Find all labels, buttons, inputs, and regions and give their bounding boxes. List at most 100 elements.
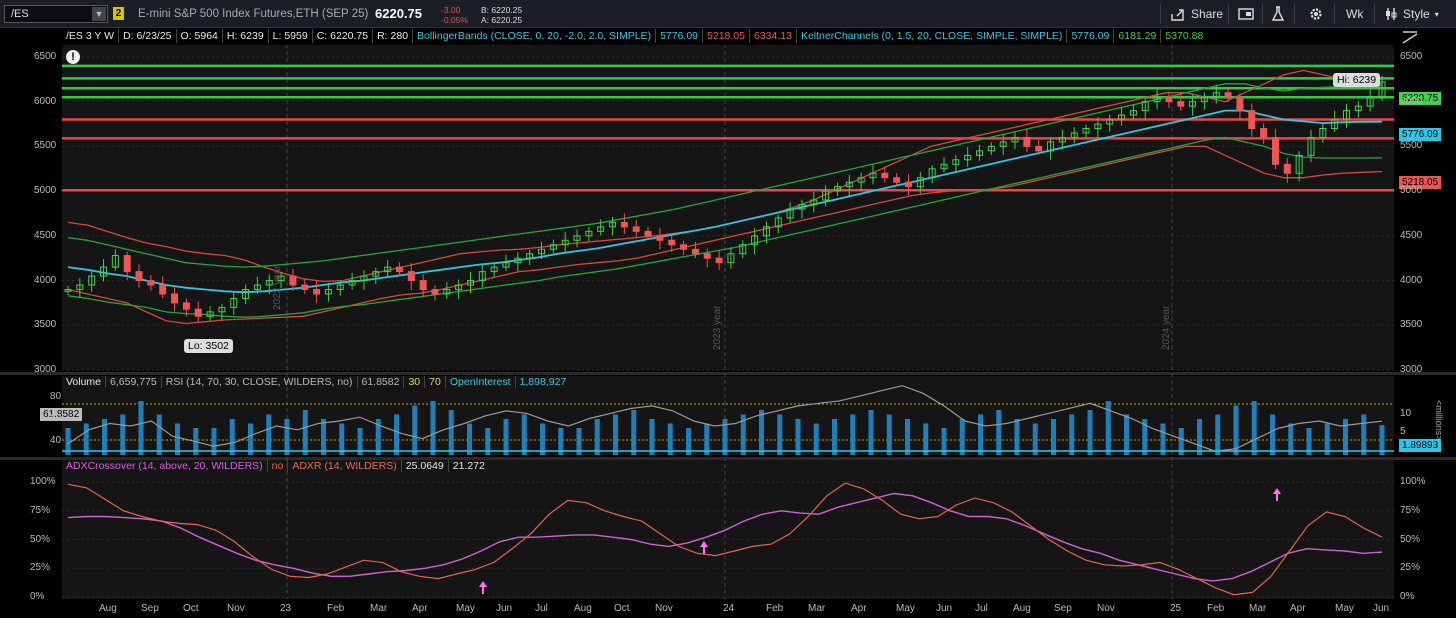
time-axis-label: Mar bbox=[808, 603, 826, 614]
volume-bar bbox=[412, 405, 418, 455]
keltner-mid-value: 5776.09 bbox=[1067, 29, 1115, 43]
adx-tick: 50% bbox=[30, 533, 51, 545]
snapshot-button[interactable] bbox=[1238, 5, 1254, 23]
volume-bar bbox=[357, 428, 363, 455]
alert-icon[interactable]: ! bbox=[66, 50, 80, 64]
volume-bar bbox=[102, 419, 107, 455]
adxr-label[interactable]: ADXR (14, WILDERS) bbox=[288, 460, 402, 472]
candle-down bbox=[431, 289, 439, 295]
pane-divider bbox=[0, 457, 1456, 460]
candle-down bbox=[407, 271, 415, 282]
chart-study-label[interactable]: /ES 3 Y W bbox=[62, 29, 120, 43]
volume-bar bbox=[740, 414, 746, 455]
adx-tick: 25% bbox=[1400, 562, 1421, 574]
share-label[interactable]: Share bbox=[1191, 7, 1224, 21]
chevron-down-icon[interactable]: ▼ bbox=[92, 7, 106, 21]
symbol-text[interactable]: /ES bbox=[11, 8, 29, 20]
adx-tick: 75% bbox=[1400, 504, 1421, 516]
volume-bar bbox=[1306, 428, 1312, 455]
volume-bar bbox=[1032, 423, 1038, 455]
link-group-badge[interactable]: 2 bbox=[113, 7, 124, 20]
candle-up bbox=[1331, 119, 1339, 130]
adx-tick: 0% bbox=[30, 591, 45, 602]
candle-down bbox=[395, 266, 403, 273]
candle-up bbox=[798, 204, 806, 210]
volume-label[interactable]: Volume bbox=[62, 376, 107, 388]
candle-up bbox=[1378, 81, 1386, 98]
time-axis-label: Oct bbox=[614, 603, 630, 614]
volume-bar bbox=[65, 428, 71, 455]
volume-bar bbox=[978, 414, 983, 455]
candle-up bbox=[502, 262, 510, 268]
chevron-down-icon[interactable]: ▾ bbox=[1434, 9, 1439, 19]
volume-bar bbox=[211, 428, 217, 455]
style-label[interactable]: Style bbox=[1403, 7, 1430, 21]
style-button[interactable]: Style ▾ bbox=[1384, 5, 1439, 23]
time-axis-label: May bbox=[896, 603, 915, 614]
candle-up bbox=[774, 217, 782, 228]
keltner-lower-line bbox=[67, 136, 1383, 318]
candle-down bbox=[147, 280, 155, 286]
volume-bar bbox=[1324, 423, 1330, 455]
top-toolbar: /ES ▼ 2 E-mini S&P 500 Index Futures,ETH… bbox=[0, 0, 1456, 28]
bollinger-mid-value: 5776.09 bbox=[656, 29, 704, 43]
price-tick: 3500 bbox=[34, 319, 57, 331]
toolbar-divider bbox=[1228, 4, 1229, 24]
timeframe-label[interactable]: Wk bbox=[1346, 7, 1364, 21]
candle-up bbox=[833, 186, 841, 192]
volume-bar bbox=[813, 423, 819, 455]
rsi-label[interactable]: RSI (14, 70, 30, CLOSE, WILDERS, no) bbox=[162, 376, 358, 388]
price-tick: 6000 bbox=[34, 95, 57, 107]
timeframe-button[interactable]: Wk bbox=[1346, 5, 1363, 23]
studies-button[interactable] bbox=[1271, 5, 1285, 23]
symbol-selector[interactable]: /ES ▼ bbox=[4, 5, 108, 23]
volume-bar bbox=[467, 423, 472, 455]
price-pane-bg bbox=[62, 45, 1394, 370]
volume-bar bbox=[631, 410, 637, 455]
volume-bar bbox=[503, 419, 509, 455]
candle-up bbox=[585, 230, 593, 237]
candle-up bbox=[1212, 92, 1220, 98]
bar-range: R: 280 bbox=[373, 29, 414, 43]
drawing-tool-icon[interactable] bbox=[1400, 27, 1420, 47]
candle-up bbox=[1094, 123, 1102, 130]
candle-up bbox=[1058, 136, 1066, 143]
candle-down bbox=[680, 244, 688, 250]
time-axis-label: Jul bbox=[975, 603, 988, 614]
adx-crossover-label[interactable]: ADXCrossover (14, above, 20, WILDERS) bbox=[62, 460, 268, 472]
keltner-label[interactable]: KeltnerChannels (0, 1.5, 20, CLOSE, SIMP… bbox=[797, 29, 1068, 43]
candle-up bbox=[609, 221, 617, 228]
volume-bar bbox=[120, 414, 126, 455]
share-button[interactable]: Share bbox=[1170, 5, 1223, 23]
candle-up bbox=[88, 275, 96, 286]
volume-bar bbox=[1379, 425, 1385, 455]
settings-button[interactable] bbox=[1308, 5, 1324, 23]
volume-bar bbox=[1142, 419, 1148, 455]
last-price-flag: 6220.75 bbox=[1399, 92, 1442, 105]
time-axis-label: Feb bbox=[1207, 603, 1225, 614]
candle-up bbox=[384, 266, 392, 273]
time-axis-label: 24 bbox=[723, 603, 735, 614]
price-tick: 5000 bbox=[1400, 185, 1423, 197]
bid-price: B: 6220.25 bbox=[481, 5, 523, 15]
volume-bar bbox=[905, 419, 910, 455]
open-interest-label[interactable]: OpenInterest bbox=[446, 376, 516, 388]
price-tick: 5500 bbox=[34, 140, 57, 152]
candle-down bbox=[182, 302, 190, 310]
time-axis-label: Jun bbox=[496, 603, 513, 614]
year-label: 2024 year bbox=[1161, 305, 1172, 350]
adx-tick: 0% bbox=[1400, 591, 1415, 602]
time-axis-label: 25 bbox=[1170, 603, 1182, 614]
price-tick: 6500 bbox=[34, 50, 57, 62]
volume-unit: <millions> bbox=[1434, 400, 1444, 441]
volume-bar bbox=[1197, 419, 1202, 455]
year-label: 2023 year bbox=[712, 305, 723, 350]
candle-down bbox=[135, 271, 143, 282]
chart-canvas[interactable] bbox=[0, 45, 1456, 618]
candle-down bbox=[881, 172, 889, 179]
candle-down bbox=[893, 177, 901, 183]
price-tick: 3000 bbox=[1400, 364, 1423, 375]
rsi-oversold: 30 bbox=[404, 376, 426, 388]
bollinger-label[interactable]: BollingerBands (CLOSE, 0, 20, -2.0, 2.0,… bbox=[413, 29, 657, 43]
time-axis-label: 23 bbox=[280, 603, 292, 614]
